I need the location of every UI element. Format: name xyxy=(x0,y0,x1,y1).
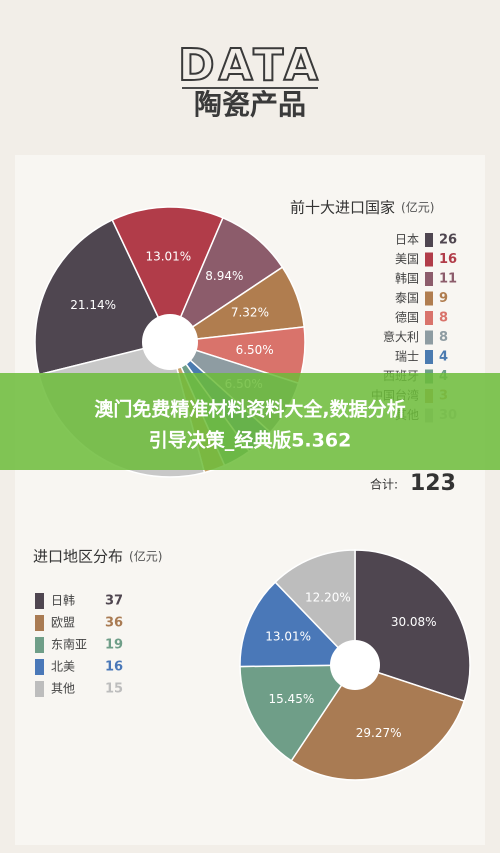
pie-slice xyxy=(239,581,357,668)
pie-slice xyxy=(290,664,466,781)
legend-swatch xyxy=(425,291,433,306)
legend-amount: 4 xyxy=(439,350,448,365)
pie-slice xyxy=(168,216,284,345)
pie-slice xyxy=(274,549,356,667)
slice-label: 13.01% xyxy=(265,630,311,644)
chart-unit: (亿元) xyxy=(129,549,162,564)
legend-amount: 16 xyxy=(105,660,123,675)
legend-label: 美国 xyxy=(395,252,419,266)
donut-hole xyxy=(142,314,198,370)
header-title: DATA xyxy=(178,40,322,91)
legend-label: 北美 xyxy=(51,660,75,674)
banner-text: 澳门免费精准材料资料大全,数据分析 xyxy=(94,398,405,421)
slice-label: 15.45% xyxy=(268,692,314,706)
legend-swatch xyxy=(425,350,433,364)
legend-label: 欧盟 xyxy=(51,616,75,630)
legend-label: 东南亚 xyxy=(51,637,87,652)
slice-label: 6.50% xyxy=(236,343,274,357)
legend-swatch xyxy=(425,311,433,325)
total-label: 合计: xyxy=(370,477,398,492)
legend-amount: 15 xyxy=(105,682,123,697)
total-value: 123 xyxy=(410,471,456,496)
legend-amount: 8 xyxy=(439,311,448,326)
legend-amount: 26 xyxy=(439,233,457,248)
chart-title: 进口地区分布 xyxy=(33,548,123,566)
legend-swatch xyxy=(35,615,44,631)
legend-swatch xyxy=(425,272,433,286)
legend-label: 意大利 xyxy=(383,329,419,344)
legend-amount: 16 xyxy=(439,252,457,267)
slice-label: 29.27% xyxy=(356,726,402,740)
legend-amount: 9 xyxy=(439,291,448,306)
pie-slice xyxy=(354,549,471,703)
slice-label: 21.14% xyxy=(70,298,116,312)
legend-swatch xyxy=(35,637,44,653)
slice-label: 12.20% xyxy=(305,590,351,604)
slice-label: 13.01% xyxy=(145,249,191,263)
pie-slice xyxy=(239,664,357,762)
legend-label: 德国 xyxy=(395,310,419,325)
legend-swatch xyxy=(35,659,44,675)
chart-unit: (亿元) xyxy=(401,200,434,215)
legend-label: 日本 xyxy=(395,233,419,247)
legend-swatch xyxy=(425,252,433,267)
chart-title: 前十大进口国家 xyxy=(290,199,395,217)
legend-label: 韩国 xyxy=(395,271,419,286)
slice-label: 7.32% xyxy=(231,305,269,319)
pie-slice xyxy=(34,218,172,376)
banner xyxy=(0,373,500,470)
legend-amount: 19 xyxy=(105,638,123,653)
pie-slice xyxy=(111,206,224,344)
legend-amount: 11 xyxy=(439,272,457,287)
donut-hole xyxy=(330,640,380,690)
legend-label: 瑞士 xyxy=(395,350,419,364)
slice-label: 30.08% xyxy=(391,615,437,629)
legend-amount: 37 xyxy=(105,594,123,609)
legend-swatch xyxy=(425,330,433,345)
legend-swatch xyxy=(425,233,433,247)
legend-label: 其他 xyxy=(51,682,75,696)
slice-label: 8.94% xyxy=(205,269,243,283)
header-subtitle: 陶瓷产品 xyxy=(194,88,306,121)
legend-amount: 36 xyxy=(105,616,123,631)
legend-amount: 8 xyxy=(439,330,448,345)
legend-swatch xyxy=(35,681,44,697)
banner-text: 引导决策_经典版5.362 xyxy=(149,429,352,452)
legend-label: 日韩 xyxy=(51,593,75,608)
legend-label: 泰国 xyxy=(395,291,419,305)
legend-swatch xyxy=(35,593,44,609)
